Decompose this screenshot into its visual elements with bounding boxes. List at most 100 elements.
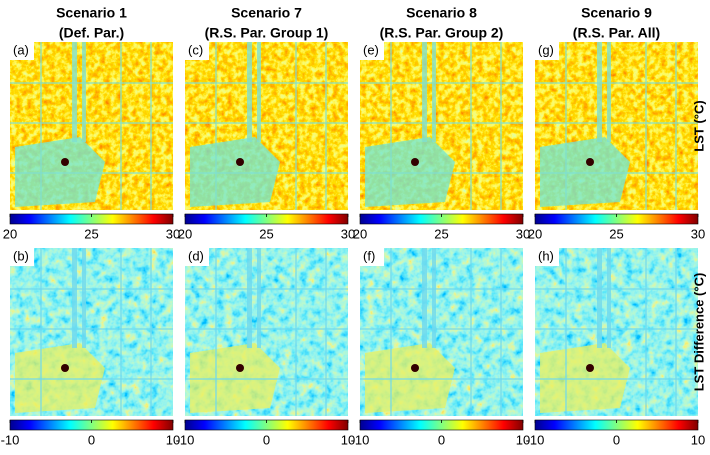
- colorbar-tick-label: 30: [516, 226, 530, 241]
- panel-label-box: [185, 248, 209, 266]
- road: [215, 248, 217, 416]
- colorbar-tick-label: -10: [351, 432, 370, 447]
- road: [422, 248, 427, 348]
- road: [10, 328, 173, 330]
- road: [185, 172, 348, 174]
- panel-label: (a): [13, 42, 29, 57]
- panel-label-box: [360, 42, 384, 60]
- road: [10, 288, 173, 290]
- road: [360, 288, 523, 290]
- panel-label: (g): [538, 42, 554, 57]
- colorbar-tick-label: 30: [166, 226, 180, 241]
- panel-label-box: [535, 248, 559, 266]
- road: [565, 42, 567, 210]
- road: [470, 248, 472, 416]
- colorbar-tick-label: 30: [341, 226, 355, 241]
- road: [360, 82, 523, 84]
- road: [185, 122, 348, 124]
- spot: [586, 158, 594, 166]
- road: [645, 42, 647, 210]
- spot: [236, 158, 244, 166]
- road: [390, 42, 392, 210]
- road: [470, 42, 472, 210]
- road: [500, 42, 502, 210]
- road: [82, 42, 86, 142]
- road: [185, 288, 348, 290]
- road: [40, 42, 42, 210]
- road: [675, 248, 677, 416]
- road: [185, 328, 348, 330]
- road: [360, 172, 523, 174]
- colorbar-tick-label: 25: [609, 226, 623, 241]
- colorbar-tick-label: 10: [516, 432, 530, 447]
- road: [215, 42, 217, 210]
- colorbar-tick-label: 25: [259, 226, 273, 241]
- road: [72, 248, 77, 348]
- colorbar-tick-label: 0: [438, 432, 445, 447]
- road: [390, 248, 392, 416]
- road: [10, 378, 173, 380]
- panel-label-box: [535, 42, 559, 60]
- column-title: Scenario 9: [581, 5, 652, 21]
- road: [535, 288, 698, 290]
- spot: [411, 364, 419, 372]
- road: [607, 42, 611, 142]
- column-title: Scenario 7: [231, 5, 302, 21]
- spot: [236, 364, 244, 372]
- column-subtitle: (R.S. Par. Group 1): [205, 25, 329, 41]
- spot: [586, 364, 594, 372]
- colorbar-tick-label: 20: [178, 226, 192, 241]
- colorbar-tick-label: 20: [3, 226, 17, 241]
- road: [432, 248, 436, 348]
- column-subtitle: (Def. Par.): [59, 25, 124, 41]
- column-title: Scenario 8: [406, 5, 477, 21]
- colorbar-tick-label: 25: [434, 226, 448, 241]
- column-title: Scenario 1: [56, 5, 127, 21]
- column-subtitle: (R.S. Par. All): [573, 25, 660, 41]
- road: [565, 248, 567, 416]
- road: [597, 42, 602, 142]
- colorbar-tick-label: 0: [613, 432, 620, 447]
- column-subtitle: (R.S. Par. Group 2): [380, 25, 504, 41]
- panel-label: (d): [188, 248, 204, 263]
- road: [607, 248, 611, 348]
- road: [150, 42, 152, 210]
- panel-label-box: [10, 42, 34, 60]
- panel-label: (f): [363, 248, 375, 263]
- road: [40, 248, 42, 416]
- panel-label: (b): [13, 248, 29, 263]
- spot: [61, 364, 69, 372]
- spot: [411, 158, 419, 166]
- colorbar-tick-label: 0: [263, 432, 270, 447]
- road: [645, 248, 647, 416]
- road: [535, 172, 698, 174]
- road: [120, 42, 122, 210]
- panel-label-box: [360, 248, 384, 266]
- colorbar-tick-label: 10: [691, 432, 705, 447]
- row-label: LST (°C): [691, 100, 706, 151]
- road: [247, 248, 252, 348]
- road: [500, 248, 502, 416]
- colorbar-tick-label: 10: [166, 432, 180, 447]
- row-label: LST Difference (°C): [691, 273, 706, 392]
- road: [150, 248, 152, 416]
- colorbar-tick-label: 0: [88, 432, 95, 447]
- road: [360, 378, 523, 380]
- road: [257, 42, 261, 142]
- panel-label: (h): [538, 248, 554, 263]
- colorbar-tick-label: -10: [176, 432, 195, 447]
- panel-label-box: [10, 248, 34, 266]
- panel-label: (e): [363, 42, 379, 57]
- road: [10, 82, 173, 84]
- colorbar-tick-label: 20: [353, 226, 367, 241]
- road: [535, 82, 698, 84]
- road: [535, 122, 698, 124]
- road: [535, 328, 698, 330]
- colorbar-tick-label: 25: [84, 226, 98, 241]
- road: [325, 42, 327, 210]
- road: [422, 42, 427, 142]
- road: [72, 42, 77, 142]
- road: [185, 378, 348, 380]
- road: [432, 42, 436, 142]
